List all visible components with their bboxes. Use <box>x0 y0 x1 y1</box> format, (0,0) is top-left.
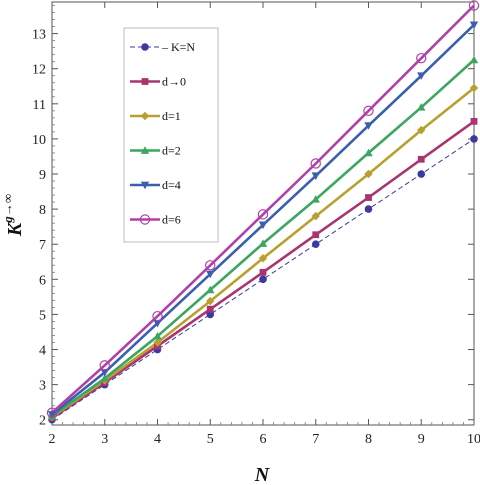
y-tick-label: 5 <box>39 308 46 323</box>
data-point <box>311 211 320 221</box>
data-point <box>364 169 373 179</box>
data-point <box>470 117 478 125</box>
data-point <box>257 209 269 220</box>
legend-label: d=4 <box>162 178 181 192</box>
data-point <box>258 254 268 263</box>
y-axis-title-main: K <box>4 221 26 237</box>
data-point <box>311 195 320 203</box>
y-tick-label: 13 <box>32 28 46 43</box>
legend-label: d=1 <box>162 109 181 123</box>
legend-label: d=2 <box>162 144 181 158</box>
data-point <box>312 231 320 239</box>
data-point <box>417 125 426 135</box>
data-point <box>153 331 162 340</box>
legend-swatch-marker <box>141 78 149 85</box>
legend-swatch-marker <box>139 214 151 225</box>
legend-swatch-marker <box>140 111 150 121</box>
data-point <box>364 148 373 157</box>
data-point <box>206 305 214 313</box>
data-point <box>468 0 480 11</box>
y-tick-label: 11 <box>33 98 46 113</box>
x-axis-ticks: 2 3 4 5 6 7 8 9 10 <box>49 2 480 447</box>
x-tick-label: 5 <box>207 432 214 447</box>
data-point <box>99 360 110 371</box>
data-point <box>469 83 479 93</box>
data-point <box>416 52 427 64</box>
data-point <box>311 240 320 249</box>
x-tick-label: 9 <box>418 432 425 447</box>
legend-swatch-marker <box>140 146 150 154</box>
data-point <box>365 194 372 201</box>
y-tick-label: 2 <box>39 414 46 429</box>
x-tick-label: 7 <box>312 432 319 447</box>
data-point <box>311 172 320 180</box>
x-tick-label: 10 <box>467 432 480 447</box>
data-point <box>100 368 109 377</box>
legend-label: d→0 <box>162 75 186 89</box>
y-tick-label: 3 <box>39 379 46 394</box>
data-point <box>417 103 426 111</box>
data-point <box>47 411 57 419</box>
y-axis-title: Kg→∞ <box>0 194 26 237</box>
data-point <box>153 338 162 347</box>
data-point <box>259 275 267 284</box>
y-tick-label: 9 <box>39 168 46 183</box>
legend-swatch-marker <box>141 43 149 51</box>
data-point <box>206 296 215 306</box>
data-point <box>206 270 215 279</box>
data-point <box>258 221 268 230</box>
x-axis-title: N <box>254 464 271 485</box>
legend-label: d=6 <box>162 213 181 227</box>
y-tick-label: 12 <box>32 63 46 78</box>
y-tick-label: 7 <box>39 238 46 253</box>
data-point <box>258 239 268 247</box>
data-point <box>470 135 478 143</box>
y-tick-label: 8 <box>39 203 46 218</box>
data-point <box>205 260 216 271</box>
legend-box <box>123 27 219 243</box>
data-point <box>310 158 321 169</box>
x-tick-label: 6 <box>260 432 267 447</box>
data-point <box>363 105 374 117</box>
y-tick-label: 10 <box>32 133 46 148</box>
series-line-0 <box>51 138 475 421</box>
series-markers <box>46 0 480 424</box>
y-tick-label: 4 <box>39 344 46 359</box>
x-tick-label: 2 <box>49 432 56 447</box>
y-axis-ticks: 2 3 4 5 6 7 8 9 10 11 12 13 <box>32 5 474 429</box>
svg-text:Kg→∞: Kg→∞ <box>0 194 26 237</box>
x-tick-label: 3 <box>101 432 108 447</box>
series-lines <box>51 4 475 421</box>
y-tick-label: 6 <box>39 273 46 288</box>
series-line-5 <box>51 4 475 414</box>
x-tick-label: 8 <box>365 432 372 447</box>
legend: – K=N d→0 d=1 d=2 d=4 d=6 <box>123 27 219 243</box>
data-point <box>417 170 426 178</box>
data-point <box>100 374 109 382</box>
data-point <box>469 55 479 64</box>
x-tick-label: 4 <box>154 432 161 447</box>
data-point <box>206 285 215 294</box>
data-point <box>153 319 162 328</box>
y-axis-title-superscript: g→∞ <box>0 194 15 224</box>
legend-label: – K=N <box>161 40 195 54</box>
data-point <box>46 407 58 418</box>
data-point <box>364 205 373 213</box>
data-point <box>417 72 426 80</box>
data-point <box>417 155 425 163</box>
data-point <box>364 122 373 130</box>
data-point <box>469 21 479 30</box>
data-point <box>259 268 267 276</box>
legend-swatch-marker <box>140 181 150 190</box>
series-line-2 <box>51 86 475 418</box>
data-point <box>152 310 163 322</box>
